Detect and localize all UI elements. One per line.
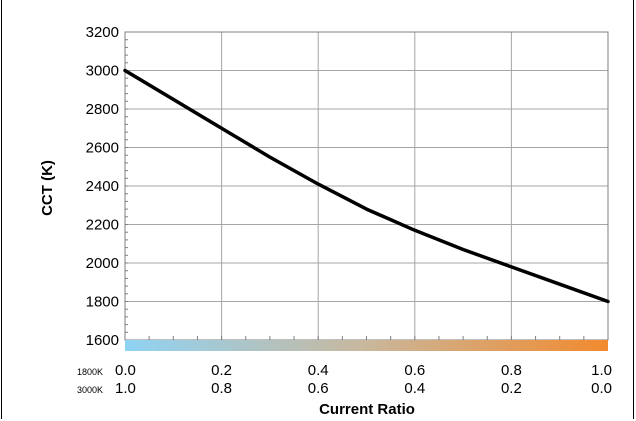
y-tick-labels: 1600 1800 2000 2200 2400 2600 2800 3000 3200	[86, 24, 119, 349]
x-tick-label: 1.0	[115, 380, 136, 397]
y-tick-label: 2600	[86, 140, 119, 157]
y-tick-label: 2400	[86, 178, 119, 195]
x-row-label: 1800K	[77, 367, 103, 377]
x-tick-label: 0.0	[115, 362, 136, 379]
x-tick-label: 0.8	[501, 362, 522, 379]
x-tick-label: 1.0	[591, 362, 612, 379]
x-tick-label: 0.2	[501, 380, 522, 397]
y-tick-label: 3200	[86, 24, 119, 41]
x-tick-label: 0.0	[591, 380, 612, 397]
y-axis-label: CCT (K)	[39, 160, 56, 216]
x-tick-label: 0.6	[308, 380, 329, 397]
x-axis-label: Current Ratio	[319, 401, 415, 418]
y-tick-label: 2800	[86, 101, 119, 118]
x-tick-label: 0.6	[404, 362, 425, 379]
x-tick-label: 0.4	[308, 362, 329, 379]
cct-curve	[123, 68, 610, 304]
cct-gradient-bar	[125, 340, 608, 351]
x-row-label: 3000K	[77, 385, 103, 395]
y-tick-label: 3000	[86, 63, 119, 80]
x-tick-label: 0.4	[404, 380, 425, 397]
grid-lines	[124, 31, 609, 341]
y-tick-label: 2200	[86, 217, 119, 234]
x-tick-marks	[124, 336, 609, 340]
series-group	[123, 68, 610, 304]
y-tick-label: 1800	[86, 294, 119, 311]
y-tick-label: 1600	[86, 332, 119, 349]
x-tick-label: 0.8	[211, 380, 232, 397]
x-tick-label: 0.2	[211, 362, 232, 379]
y-tick-label: 2000	[86, 255, 119, 272]
